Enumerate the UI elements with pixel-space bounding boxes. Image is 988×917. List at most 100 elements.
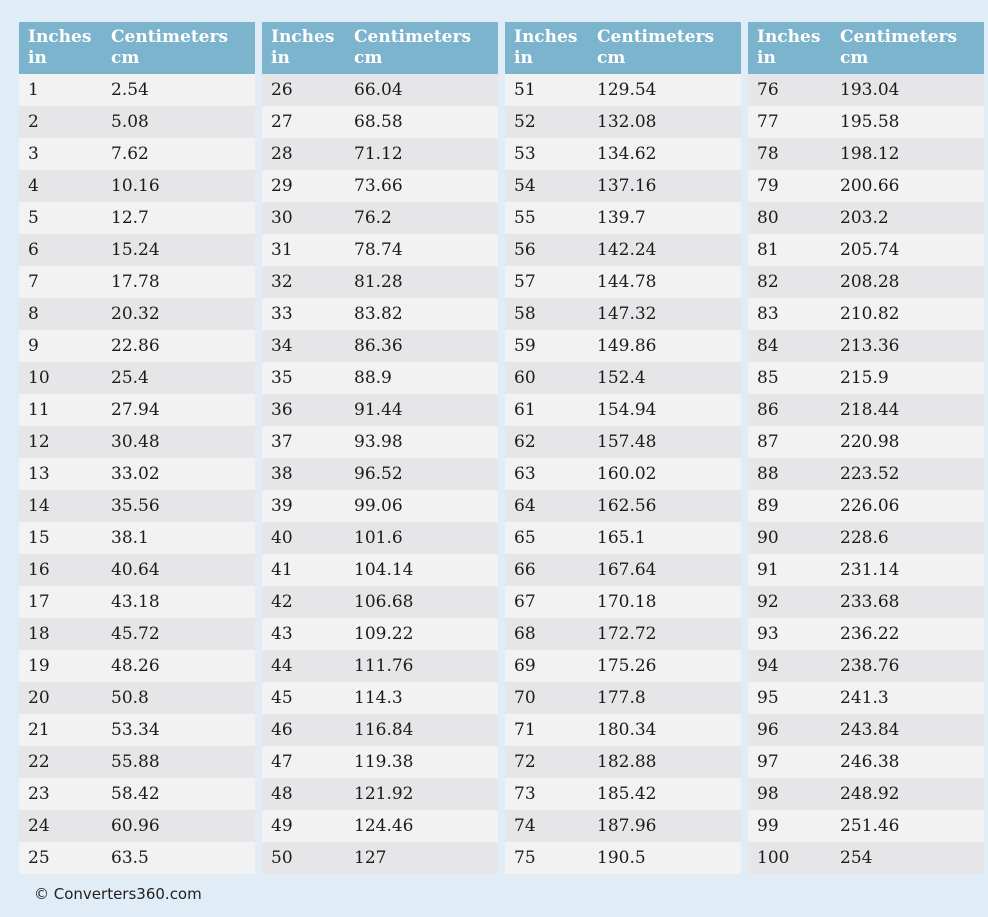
table-row: 6 15.24 — [19, 234, 255, 266]
inches-cell: 50 — [271, 848, 293, 868]
inches-cell: 54 — [514, 176, 536, 196]
table-row: 73 185.42 — [505, 778, 741, 810]
cm-cell: 2.54 — [111, 80, 149, 100]
table-row: 100 254 — [748, 842, 984, 874]
table-row: 98 248.92 — [748, 778, 984, 810]
inches-cell: 53 — [514, 144, 536, 164]
table-row: 39 99.06 — [262, 490, 498, 522]
table-row: 45 114.3 — [262, 682, 498, 714]
header-centimeters-unit: cm — [597, 48, 626, 68]
cm-cell: 76.2 — [354, 208, 392, 228]
inches-cell: 96 — [757, 720, 779, 740]
conversion-table-26-50: Inches in Centimeters cm 26 66.04 27 68.58 2… — [262, 22, 498, 874]
table-row: 37 93.98 — [262, 426, 498, 458]
cm-cell: 233.68 — [840, 592, 900, 612]
cm-cell: 63.5 — [111, 848, 149, 868]
inches-cell: 74 — [514, 816, 536, 836]
cm-cell: 38.1 — [111, 528, 149, 548]
table-row: 36 91.44 — [262, 394, 498, 426]
inches-cell: 43 — [271, 624, 293, 644]
table-row: 85 215.9 — [748, 362, 984, 394]
table-row: 47 119.38 — [262, 746, 498, 778]
table-row: 71 180.34 — [505, 714, 741, 746]
inches-cell: 85 — [757, 368, 779, 388]
cm-cell: 96.52 — [354, 464, 403, 484]
table-row: 7 17.78 — [19, 266, 255, 298]
copyright-text: © Converters360.com — [34, 885, 202, 903]
table-row: 64 162.56 — [505, 490, 741, 522]
inches-cell: 75 — [514, 848, 536, 868]
table-row: 21 53.34 — [19, 714, 255, 746]
inches-cell: 35 — [271, 368, 293, 388]
inches-cell: 59 — [514, 336, 536, 356]
inches-cell: 58 — [514, 304, 536, 324]
inches-cell: 99 — [757, 816, 779, 836]
inches-cell: 6 — [28, 240, 39, 260]
inches-cell: 24 — [28, 816, 50, 836]
table-row: 84 213.36 — [748, 330, 984, 362]
inches-cell: 52 — [514, 112, 536, 132]
cm-cell: 83.82 — [354, 304, 403, 324]
table-row: 59 149.86 — [505, 330, 741, 362]
inches-cell: 22 — [28, 752, 50, 772]
inches-cell: 1 — [28, 80, 39, 100]
inches-cell: 45 — [271, 688, 293, 708]
header-centimeters-label: Centimeters — [354, 27, 472, 47]
cm-cell: 106.68 — [354, 592, 414, 612]
cm-cell: 60.96 — [111, 816, 160, 836]
table-row: 3 7.62 — [19, 138, 255, 170]
header-inches: Inches in — [748, 22, 840, 74]
cm-cell: 139.7 — [597, 208, 646, 228]
inches-cell: 69 — [514, 656, 536, 676]
cm-cell: 91.44 — [354, 400, 403, 420]
table-row: 92 233.68 — [748, 586, 984, 618]
cm-cell: 210.82 — [840, 304, 900, 324]
cm-cell: 160.02 — [597, 464, 657, 484]
inches-cell: 13 — [28, 464, 50, 484]
inches-cell: 91 — [757, 560, 779, 580]
cm-cell: 114.3 — [354, 688, 403, 708]
header-inches-label: Inches — [514, 27, 578, 47]
table-row: 63 160.02 — [505, 458, 741, 490]
inches-cell: 44 — [271, 656, 293, 676]
inches-cell: 42 — [271, 592, 293, 612]
cm-cell: 203.2 — [840, 208, 889, 228]
table-body: 1 2.54 2 5.08 3 7.62 4 10.16 5 12.7 6 15.24 7 17.78 8 2… — [19, 74, 255, 874]
inches-cell: 81 — [757, 240, 779, 260]
cm-cell: 20.32 — [111, 304, 160, 324]
cm-cell: 7.62 — [111, 144, 149, 164]
cm-cell: 182.88 — [597, 752, 657, 772]
table-row: 60 152.4 — [505, 362, 741, 394]
table-row: 54 137.16 — [505, 170, 741, 202]
table-row: 65 165.1 — [505, 522, 741, 554]
inches-cell: 89 — [757, 496, 779, 516]
inches-cell: 77 — [757, 112, 779, 132]
inches-cell: 55 — [514, 208, 536, 228]
table-row: 72 182.88 — [505, 746, 741, 778]
inches-cell: 17 — [28, 592, 50, 612]
table-row: 11 27.94 — [19, 394, 255, 426]
table-row: 57 144.78 — [505, 266, 741, 298]
inches-cell: 92 — [757, 592, 779, 612]
inches-cell: 30 — [271, 208, 293, 228]
header-centimeters-unit: cm — [354, 48, 383, 68]
cm-cell: 198.12 — [840, 144, 900, 164]
inches-cell: 60 — [514, 368, 536, 388]
cm-cell: 99.06 — [354, 496, 403, 516]
table-row: 35 88.9 — [262, 362, 498, 394]
cm-cell: 144.78 — [597, 272, 657, 292]
cm-cell: 93.98 — [354, 432, 403, 452]
header-centimeters: Centimeters cm — [840, 22, 984, 74]
inches-cell: 67 — [514, 592, 536, 612]
table-row: 49 124.46 — [262, 810, 498, 842]
inches-cell: 31 — [271, 240, 293, 260]
inches-cell: 15 — [28, 528, 50, 548]
cm-cell: 5.08 — [111, 112, 149, 132]
table-header: Inches in Centimeters cm — [748, 22, 984, 74]
table-row: 76 193.04 — [748, 74, 984, 106]
inches-cell: 56 — [514, 240, 536, 260]
cm-cell: 71.12 — [354, 144, 403, 164]
table-row: 52 132.08 — [505, 106, 741, 138]
inches-cell: 23 — [28, 784, 50, 804]
inches-cell: 68 — [514, 624, 536, 644]
